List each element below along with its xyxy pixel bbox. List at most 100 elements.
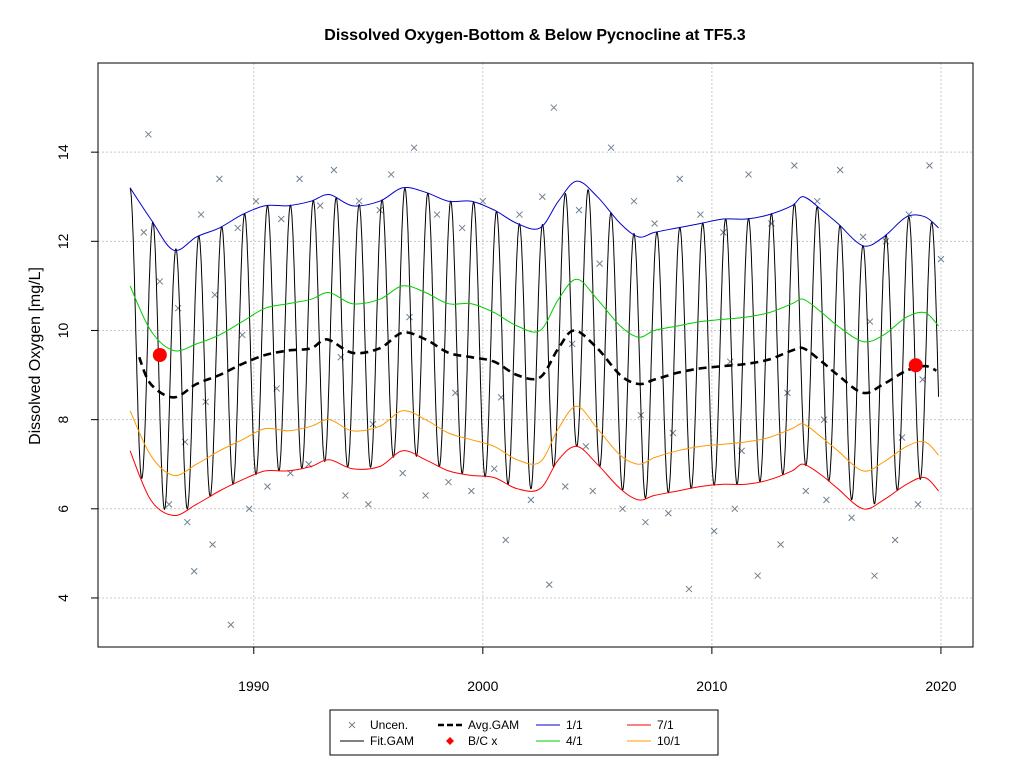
uncensored-point	[277, 215, 285, 223]
x-tick-label: 2010	[696, 678, 727, 694]
uncensored-point	[754, 572, 762, 580]
uncensored-point	[410, 144, 418, 152]
uncensored-point	[234, 224, 242, 232]
series-line-10-1	[129, 405, 939, 477]
legend-label: 4/1	[566, 734, 583, 748]
fit-gam-curve	[129, 187, 939, 511]
uncensored-point	[296, 175, 303, 183]
uncensored-point	[316, 202, 324, 210]
uncensored-point	[545, 581, 553, 588]
legend-label: 7/1	[657, 718, 674, 732]
uncensored-point	[516, 211, 523, 218]
uncensored-point	[216, 175, 223, 183]
uncensored-point	[813, 197, 821, 205]
uncensored-point	[719, 229, 727, 236]
uncensored-point	[174, 304, 182, 312]
uncensored-point	[387, 171, 395, 178]
uncensored-point	[433, 211, 441, 218]
uncensored-point	[745, 171, 752, 178]
uncensored-point	[539, 193, 546, 201]
uncensored-point	[183, 518, 191, 526]
legend-label: Uncen.	[370, 718, 408, 732]
y-tick-label: 8	[55, 416, 71, 424]
uncensored-point	[777, 541, 784, 548]
uncensored-point	[630, 197, 638, 205]
uncensored-point	[685, 585, 693, 593]
uncensored-point	[227, 621, 235, 629]
x-tick-label: 2000	[467, 678, 498, 694]
uncensored-point	[422, 492, 429, 499]
uncensored-point	[502, 536, 510, 544]
fit-gam-line	[129, 187, 939, 511]
uncensored-points	[140, 104, 945, 629]
uncensored-point	[445, 478, 452, 486]
uncensored-point	[582, 443, 590, 450]
uncensored-point	[937, 255, 945, 263]
uncensored-point	[190, 567, 198, 575]
uncensored-point	[607, 144, 615, 152]
uncensored-point	[264, 483, 271, 490]
x-tick-label: 1990	[238, 678, 269, 694]
series-line-avg-gam	[137, 329, 937, 399]
uncensored-point	[697, 211, 704, 218]
legend-label: 10/1	[657, 734, 681, 748]
uncensored-point	[790, 162, 798, 169]
uncensored-point	[710, 527, 718, 535]
bc-point	[152, 348, 167, 362]
series-line-7-1	[129, 445, 939, 517]
uncensored-point	[731, 505, 739, 513]
uncensored-point	[406, 313, 413, 321]
x-tick-label: 2020	[925, 678, 956, 694]
uncensored-point	[140, 229, 148, 236]
legend-label: 1/1	[566, 718, 583, 732]
uncensored-point	[252, 197, 260, 205]
bc-point	[908, 358, 923, 373]
uncensored-point	[197, 211, 205, 218]
uncensored-point	[451, 389, 459, 397]
legend-symbol-diamond	[446, 737, 454, 745]
uncensored-point	[145, 130, 152, 138]
uncensored-point	[859, 233, 867, 241]
bc-points	[152, 348, 923, 373]
uncensored-point	[619, 505, 626, 513]
uncensored-point	[664, 509, 672, 517]
uncensored-point	[882, 237, 890, 245]
uncensored-point	[330, 166, 338, 174]
uncensored-point	[651, 220, 658, 227]
series-line-4-1	[129, 278, 939, 352]
y-axis: 4 6 8 10 12 14	[55, 144, 99, 602]
uncensored-point	[399, 469, 407, 477]
legend: Uncen. Avg.GAM 1/1 7/1 Fit.GAM B/C x 4/1 10/1	[329, 709, 719, 756]
chart-title: Dissolved Oxygen-Bottom & Below Pycnocli…	[324, 27, 746, 44]
uncensored-point	[165, 500, 173, 508]
uncensored-point	[479, 197, 487, 205]
uncensored-point	[245, 505, 253, 513]
legend-label: B/C x	[468, 734, 497, 748]
grid	[98, 63, 973, 647]
y-tick-label: 12	[55, 233, 71, 249]
series-line-1-1	[129, 180, 939, 252]
y-tick-label: 4	[55, 594, 71, 602]
uncensored-point	[802, 487, 810, 495]
uncensored-point	[468, 487, 475, 495]
uncensored-point	[642, 518, 649, 526]
uncensored-point	[898, 434, 906, 441]
uncensored-point	[561, 483, 569, 490]
legend-box	[329, 709, 719, 756]
series-lines	[129, 180, 939, 517]
uncensored-point	[458, 224, 466, 232]
uncensored-point	[589, 487, 597, 495]
uncensored-point	[490, 465, 498, 473]
uncensored-point	[156, 278, 164, 285]
uncensored-point	[676, 175, 684, 183]
y-axis-label: Dissolved Oxygen [mg/L]	[27, 267, 44, 445]
uncensored-point	[550, 104, 558, 111]
uncensored-point	[211, 291, 219, 299]
uncensored-point	[848, 514, 855, 522]
uncensored-point	[669, 429, 677, 437]
y-tick-label: 6	[55, 505, 71, 513]
uncensored-point	[342, 492, 349, 499]
uncensored-point	[596, 260, 603, 267]
